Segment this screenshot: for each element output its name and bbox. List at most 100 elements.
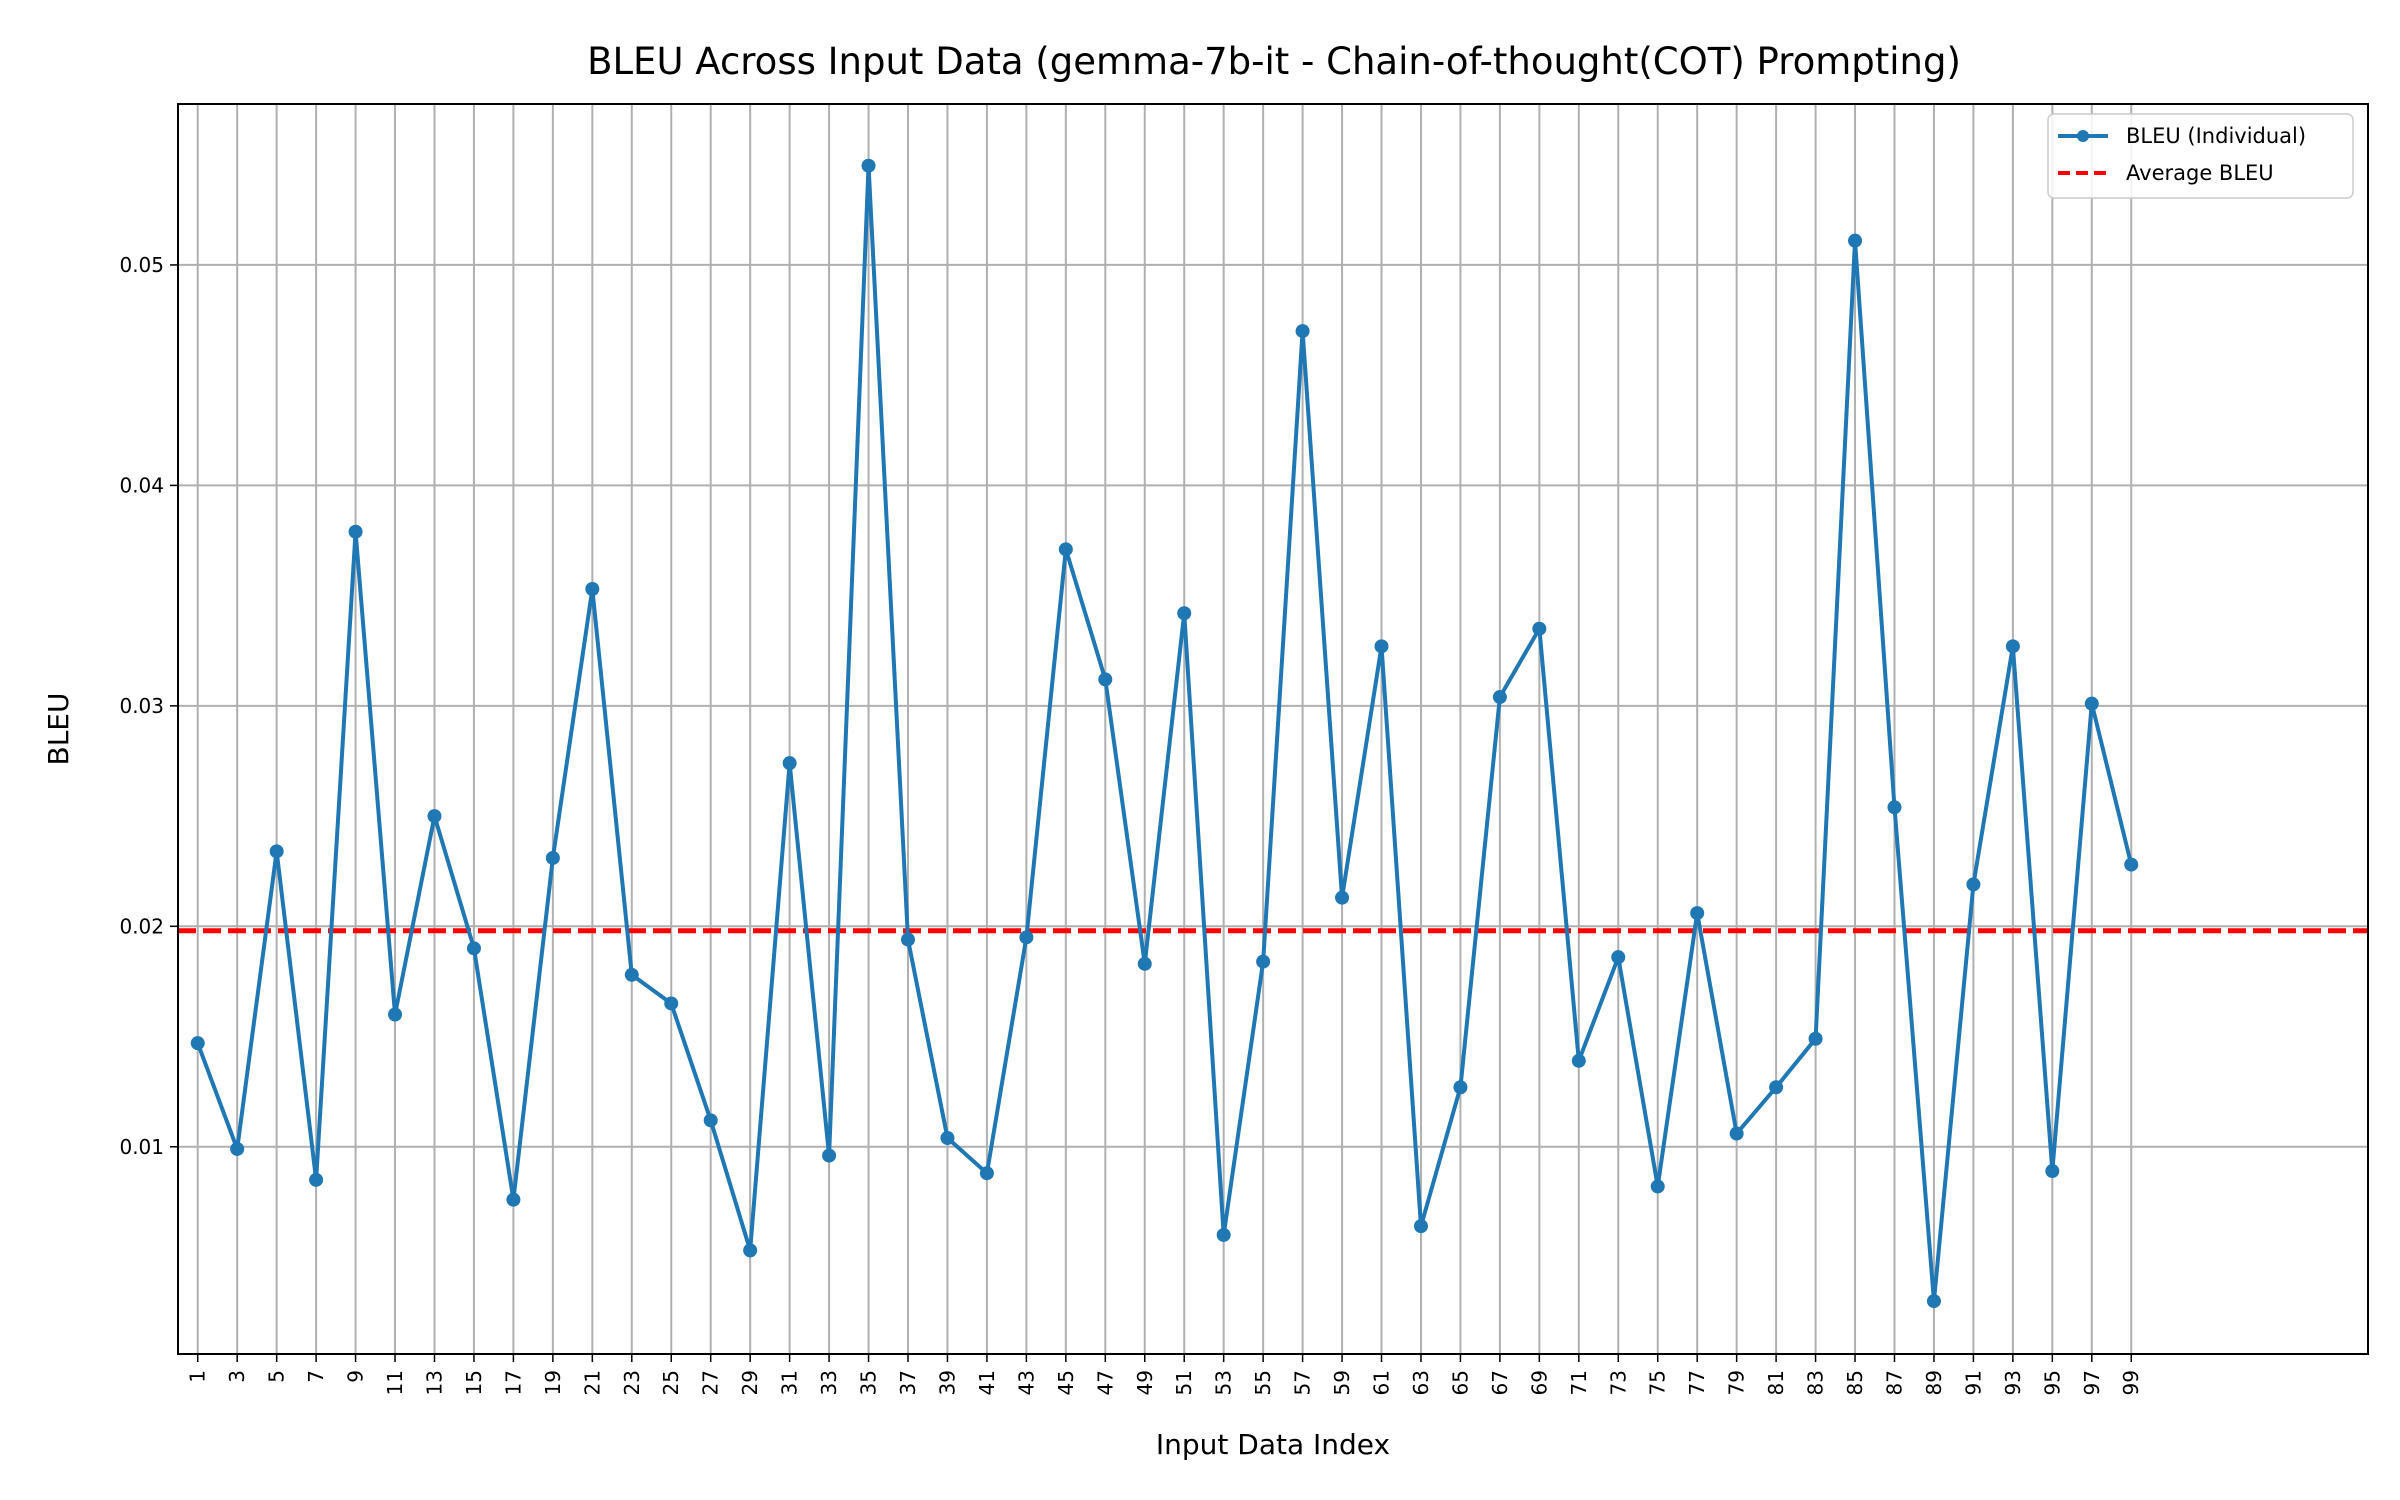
data-point [1492,690,1507,705]
x-tick-label: 67 [1488,1370,1512,1395]
x-tick-label: 19 [541,1370,565,1395]
legend-series-marker [2077,130,2089,142]
data-point [466,941,481,956]
data-point [506,1192,521,1207]
x-tick-label: 35 [857,1370,881,1395]
data-point [1374,639,1389,654]
series-line [195,163,2134,1304]
x-tick-label: 75 [1646,1370,1670,1395]
x-tick-label: 9 [344,1370,368,1383]
data-point [545,850,560,865]
data-point [1335,890,1350,905]
data-point [624,967,639,982]
data-point [230,1141,245,1156]
data-point [940,1130,955,1145]
data-point [1926,1294,1941,1309]
data-point [782,756,797,771]
x-tick-label: 83 [1804,1370,1828,1395]
x-tick-label: 39 [935,1370,959,1395]
data-point [1966,877,1981,892]
data-point [1295,324,1310,339]
data-point [2005,639,2020,654]
x-tick-label: 11 [383,1370,407,1395]
x-tick-label: 63 [1409,1370,1433,1395]
x-tick-label: 95 [2040,1370,2064,1395]
x-tick-label: 13 [422,1370,446,1395]
data-point [1256,954,1271,969]
x-tick-label: 79 [1725,1370,1749,1395]
grid-lines [178,104,2368,1354]
x-tick-label: 51 [1172,1370,1196,1395]
x-tick-label: 65 [1448,1370,1472,1395]
x-tick-label: 81 [1764,1370,1788,1395]
y-tick-label: 0.01 [119,1135,164,1159]
x-tick-label: 53 [1212,1370,1236,1395]
x-tick-label: 55 [1251,1370,1275,1395]
x-tick-label: 7 [304,1370,328,1383]
x-tick-label: 73 [1606,1370,1630,1395]
x-tick-label: 77 [1685,1370,1709,1395]
data-point [901,932,915,947]
x-tick-label: 47 [1093,1370,1117,1395]
data-point [1571,1053,1586,1068]
data-point [1769,1080,1784,1095]
x-tick-label: 69 [1527,1370,1551,1395]
x-tick-label: 5 [265,1370,289,1383]
y-tick-label: 0.04 [119,473,164,497]
y-tick-label: 0.05 [119,253,164,277]
x-tick-label: 41 [975,1370,999,1395]
legend-average-label: Average BLEU [2126,161,2274,185]
x-tick-label: 97 [2080,1370,2104,1395]
data-point [1729,1126,1744,1141]
data-point [861,158,876,173]
y-tick-label: 0.03 [119,694,164,718]
data-point [1887,800,1902,815]
y-axis-label: BLEU [42,693,75,766]
data-point [822,1148,837,1163]
data-point [427,809,442,824]
y-tick-label: 0.02 [119,914,164,938]
data-point [1848,233,1863,248]
data-point [585,582,600,597]
data-point [1137,956,1152,971]
x-tick-label: 49 [1133,1370,1157,1395]
data-point [1177,606,1192,621]
x-tick-label: 31 [778,1370,802,1395]
data-point [2045,1164,2060,1179]
data-point [2124,857,2139,872]
x-tick-label: 89 [1922,1370,1946,1395]
x-tick-label: 37 [896,1370,920,1395]
legend: BLEU (Individual) Average BLEU [2047,113,2354,199]
x-tick-label: 43 [1014,1370,1038,1395]
x-axis-label: Input Data Index [1156,1428,1390,1461]
data-point [1808,1031,1823,1046]
legend-box [2047,113,2354,199]
data-point [388,1007,403,1022]
data-point [1453,1080,1468,1095]
data-point [1216,1227,1231,1242]
data-point [190,1036,205,1051]
x-tick-label: 71 [1567,1370,1591,1395]
data-point [1019,930,1034,945]
x-tick-label: 99 [2119,1370,2143,1395]
chart-title: BLEU Across Input Data (gemma-7b-it - Ch… [587,40,1961,83]
data-point [703,1113,718,1128]
x-tick-label: 29 [738,1370,762,1395]
x-tick-label: 45 [1054,1370,1078,1395]
x-tick-label: 1 [186,1370,210,1383]
x-tick-label: 25 [659,1370,683,1395]
data-point [1098,672,1113,687]
data-point [1532,621,1547,636]
data-point [1058,542,1073,557]
x-axis: 1 3 5 7 9 11 13 15 17 19 21 23 25 27 29 31 33 35 37 39 41 43 4… [186,1354,2143,1395]
data-point [979,1166,994,1181]
x-tick-label: 61 [1370,1370,1394,1395]
x-tick-label: 21 [580,1370,604,1395]
data-point [1413,1219,1428,1234]
x-tick-label: 59 [1330,1370,1354,1395]
x-tick-label: 87 [1882,1370,1906,1395]
x-tick-label: 3 [225,1370,249,1383]
y-axis: 0.01 0.02 0.03 0.04 0.05 [119,253,178,1159]
data-point [269,844,284,859]
